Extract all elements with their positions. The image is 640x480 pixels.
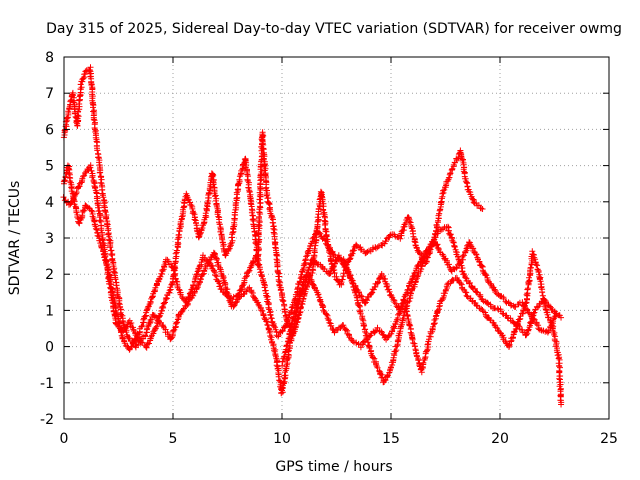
x-tick-label: 5 [169,431,178,447]
y-tick-label: 6 [45,122,54,138]
x-tick-label: 10 [273,431,291,447]
y-tick-label: 7 [45,86,54,102]
grid [64,57,609,419]
series-track-c [60,129,486,351]
y-tick-label: 4 [45,195,54,211]
y-axis-label: SDTVAR / TECUs [7,181,23,296]
plus-marker-track [279,238,560,369]
y-tick-label: 2 [45,267,54,283]
x-tick-label: 0 [60,431,69,447]
y-tick-label: 3 [45,231,54,247]
chart-title: Day 315 of 2025, Sidereal Day-to-day VTE… [46,21,622,37]
y-tick-label: 1 [45,303,54,319]
x-axis-label: GPS time / hours [275,459,392,475]
axis-ticks: 0 5 10 15 20 25 -2 -1 0 1 2 3 4 5 6 7 8 [40,50,618,447]
data-marks [60,64,565,408]
x-tick-label: 20 [491,431,509,447]
x-tick-label: 15 [382,431,400,447]
y-tick-label: -2 [40,412,54,428]
x-tick-label: 25 [600,431,618,447]
series-track-d [279,238,560,369]
y-tick-label: -1 [40,376,54,392]
plus-marker-track [60,129,486,351]
y-tick-label: 8 [45,50,54,66]
y-tick-label: 0 [45,340,54,356]
y-tick-label: 5 [45,159,54,175]
